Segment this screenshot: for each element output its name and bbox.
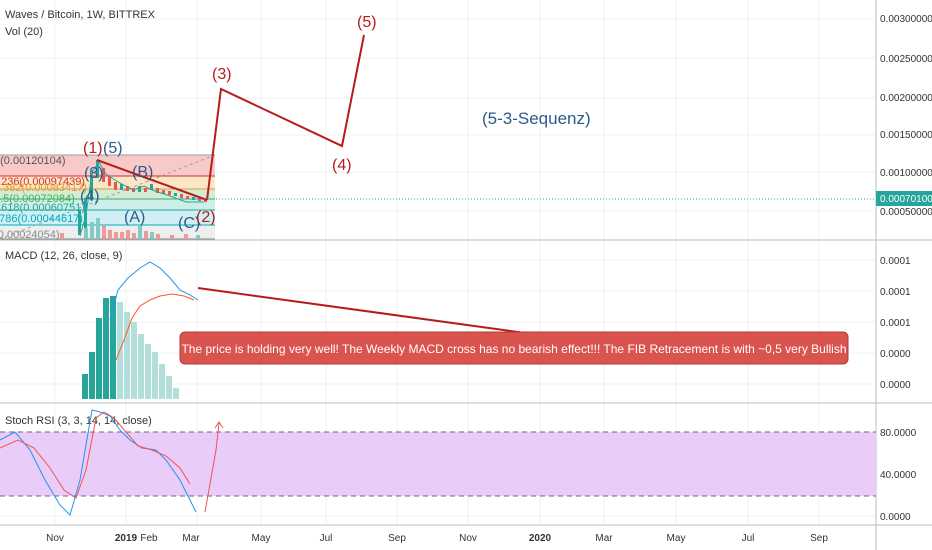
price-axis-label: 0.00250000 <box>880 54 932 65</box>
macd-axis-label: 0.0000 <box>880 349 911 360</box>
fib-label: 0.618(0.00060751) <box>0 202 85 214</box>
time-axis-label: Mar <box>595 533 613 544</box>
wave-label-4: (4) <box>332 157 352 174</box>
time-axis[interactable]: Nov 2019 Feb Mar May Jul Sep Nov 2020 Ma… <box>46 533 828 544</box>
annotation-callout[interactable] <box>179 331 849 365</box>
fib-label: 0.5(0.00072084) <box>0 193 75 205</box>
macd-axis-label: 0.0000 <box>880 380 911 391</box>
fib-label: 0(0.00120104) <box>0 155 66 167</box>
wave-label-5: (5) <box>357 14 377 31</box>
stoch-axis-label: 40.0000 <box>880 470 917 481</box>
time-axis-label: Jul <box>320 533 333 544</box>
volume-bars <box>60 218 200 239</box>
wave-label-C: (C) <box>178 215 200 232</box>
wave-label-3: (3) <box>212 66 232 83</box>
time-axis-label: Sep <box>810 533 828 544</box>
wave-label-1: (1) <box>83 140 103 157</box>
fib-zone-6 <box>0 225 215 239</box>
fib-label: 0.236(0.00097439) <box>0 176 85 188</box>
wave-label-B: (B) <box>132 164 153 181</box>
price-axis-label: 0.00150000 <box>880 130 932 141</box>
fib-trend-line <box>0 154 216 240</box>
time-axis-label: 2019 <box>115 533 138 544</box>
current-price-label: 0.00070100 <box>880 194 932 205</box>
arrow-head-icon <box>214 421 224 429</box>
wave-label-5-small: (5) <box>103 140 123 157</box>
macd-axis-label: 0.0001 <box>880 287 911 298</box>
macd-signal-line <box>115 293 195 361</box>
stoch-title[interactable]: Stoch RSI (3, 3, 14, 14, close) <box>5 415 152 427</box>
stoch-axis[interactable]: 80.0000 40.0000 0.0000 <box>880 428 917 523</box>
time-axis-label: May <box>667 533 686 544</box>
time-axis-label: Nov <box>46 533 64 544</box>
time-axis-label: Sep <box>388 533 406 544</box>
price-axis-label: 0.00100000 <box>880 168 932 179</box>
macd-line <box>109 261 199 321</box>
macd-axis-label: 0.0001 <box>880 256 911 267</box>
annotation-pointer <box>197 287 526 334</box>
wave-1-2-line <box>96 159 208 201</box>
macd-title[interactable]: MACD (12, 26, close, 9) <box>5 250 122 262</box>
small-wave-path <box>79 161 204 237</box>
fib-zone-5 <box>0 210 215 225</box>
stoch-projection-arrow <box>204 422 220 513</box>
price-axis-label: 0.00200000 <box>880 93 932 104</box>
fib-zone-2 <box>0 176 215 189</box>
wave-label-4-small: (4) <box>80 188 100 205</box>
sequence-label: (5-3-Sequenz) <box>482 109 591 128</box>
wave-labels: (1) (5) (3) (4) (B) (A) (C) (2) (3) (4) … <box>80 14 377 232</box>
wave-label-A: (A) <box>124 209 145 226</box>
wave-projection-path[interactable] <box>206 34 365 201</box>
time-axis-label: 2020 <box>529 533 552 544</box>
current-price-badge <box>876 191 932 206</box>
volume-indicator-label[interactable]: Vol (20) <box>5 26 43 38</box>
macd-axis[interactable]: 0.0001 0.0001 0.0001 0.0000 0.0000 <box>880 256 911 391</box>
fib-zone-1 <box>0 155 215 176</box>
time-axis-label: Nov <box>459 533 477 544</box>
fib-retracement[interactable] <box>0 154 216 240</box>
time-axis-label: Feb <box>140 533 158 544</box>
fib-zone-4 <box>0 199 215 210</box>
stoch-band <box>0 432 876 496</box>
time-axis-label: Mar <box>182 533 200 544</box>
annotation-text: The price is holding very well! The Week… <box>181 342 846 356</box>
stoch-d-line <box>0 411 191 499</box>
wave-label-3-small: (3) <box>84 165 104 182</box>
time-axis-label: Jul <box>742 533 755 544</box>
time-axis-label: May <box>252 533 271 544</box>
stoch-axis-label: 0.0000 <box>880 512 911 523</box>
fib-labels: 0(0.00120104) 0.236(0.00097439) 0.382(0.… <box>0 155 87 241</box>
price-axis-label: 0.00050000 <box>880 207 932 218</box>
fib-zone-3 <box>0 189 215 199</box>
fib-label: 0.382(0.00083417) <box>0 182 87 194</box>
macd-axis-label: 0.0001 <box>880 318 911 329</box>
symbol-title[interactable]: Waves / Bitcoin, 1W, BITTREX <box>5 9 156 21</box>
price-axis-label: 0.00300000 <box>880 14 932 25</box>
fib-label: 0.786(0.00044617) <box>0 213 83 225</box>
price-axis[interactable]: 0.00300000 0.00250000 0.00200000 0.00150… <box>880 14 932 218</box>
wave-label-2: (2) <box>196 209 216 226</box>
fib-label: 1(0.00024054) <box>0 229 60 241</box>
stoch-axis-label: 80.0000 <box>880 428 917 439</box>
